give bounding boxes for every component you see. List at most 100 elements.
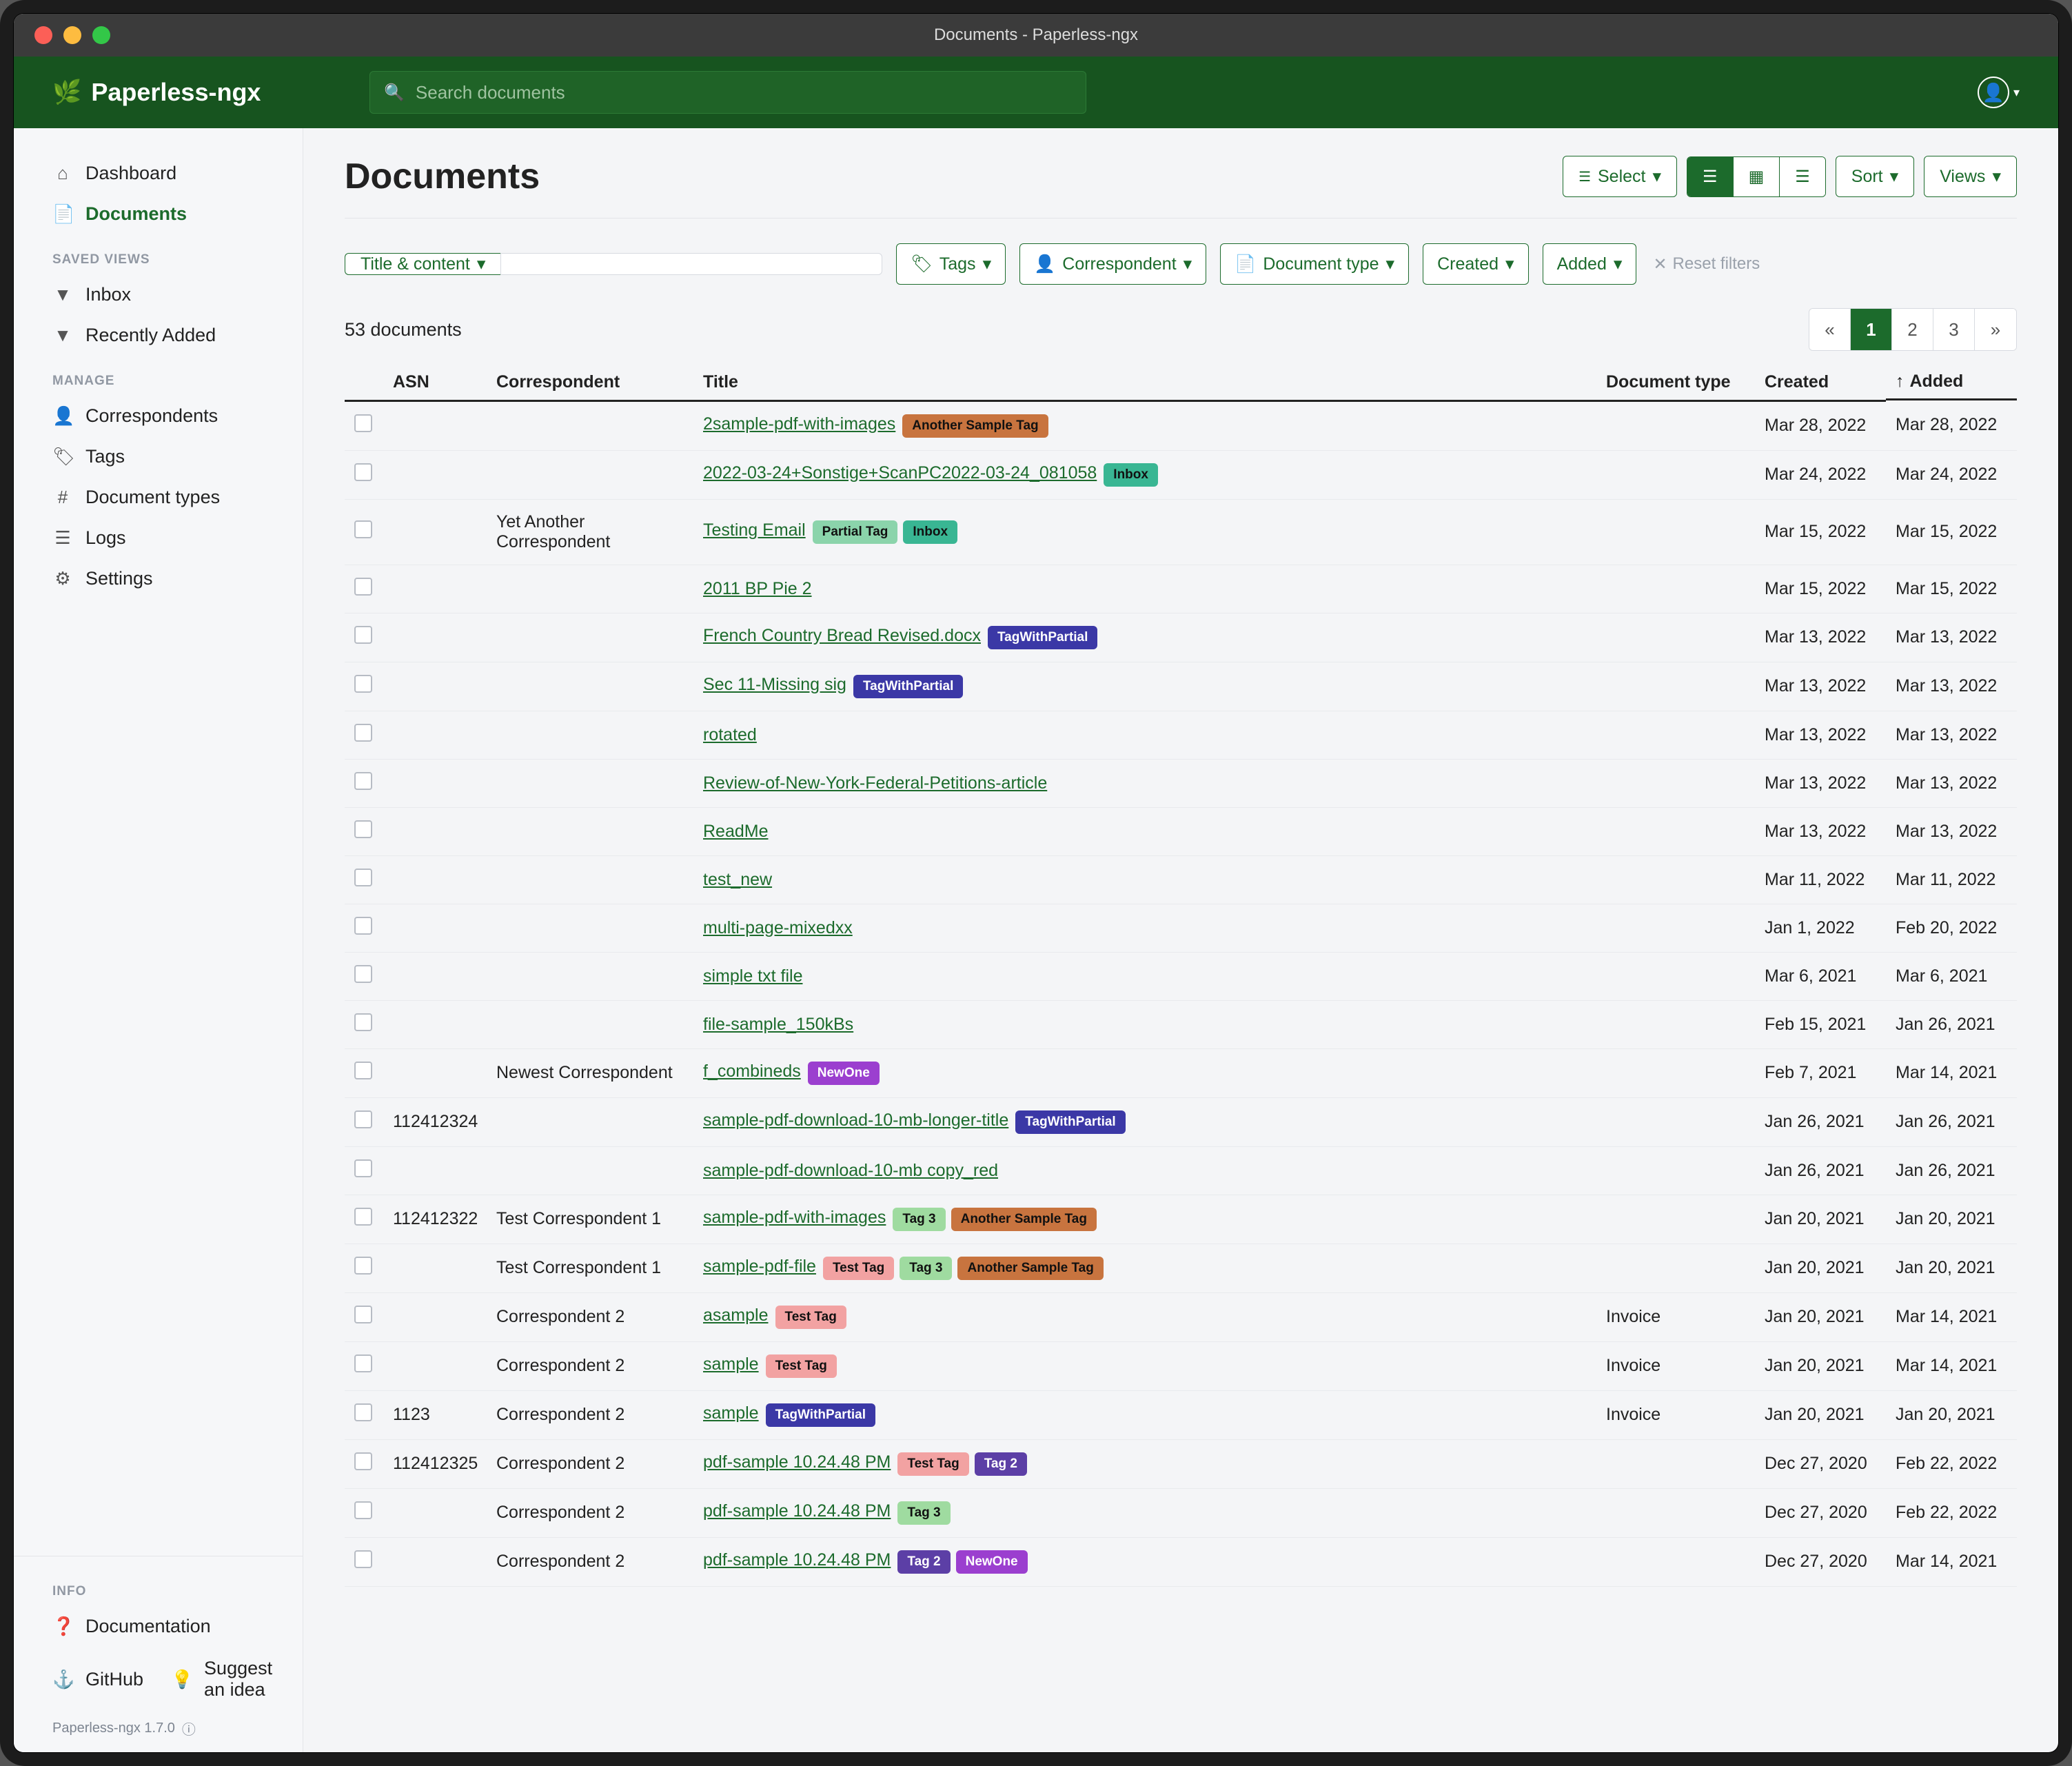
- layout-mode-details[interactable]: ☰: [1780, 157, 1825, 196]
- info-icon[interactable]: ⓘ: [182, 1718, 196, 1738]
- layout-mode-list[interactable]: ☰: [1687, 157, 1734, 196]
- tag-chip[interactable]: Partial Tag: [813, 520, 898, 544]
- document-title-link[interactable]: simple txt file: [703, 966, 802, 986]
- row-checkbox[interactable]: [354, 869, 372, 886]
- table-row[interactable]: sample-pdf-download-10-mb copy_red Jan 26…: [345, 1146, 2017, 1195]
- row-checkbox[interactable]: [354, 1159, 372, 1177]
- tag-chip[interactable]: Test Tag: [897, 1452, 968, 1476]
- pagination-prev[interactable]: «: [1809, 309, 1851, 350]
- document-title-link[interactable]: file-sample_150kBs: [703, 1015, 853, 1034]
- row-checkbox[interactable]: [354, 414, 372, 432]
- tag-chip[interactable]: TagWithPartial: [766, 1403, 875, 1427]
- table-row[interactable]: 2sample-pdf-with-images Another Sample Ta…: [345, 400, 2017, 450]
- document-title-link[interactable]: sample-pdf-download-10-mb copy_red: [703, 1161, 998, 1180]
- sidebar-item-settings[interactable]: ⚙ Settings: [14, 558, 303, 599]
- document-title-link[interactable]: sample-pdf-download-10-mb-longer-title: [703, 1110, 1008, 1130]
- select-button[interactable]: ☰ Select ▾: [1563, 156, 1677, 197]
- table-row[interactable]: Review-of-New-York-Federal-Petitions-art…: [345, 759, 2017, 807]
- row-checkbox[interactable]: [354, 626, 372, 644]
- row-checkbox[interactable]: [354, 1110, 372, 1128]
- sidebar-item-correspondents[interactable]: 👤 Correspondents: [14, 396, 303, 436]
- document-title-link[interactable]: asample: [703, 1306, 769, 1325]
- row-checkbox[interactable]: [354, 520, 372, 538]
- tags-filter-button[interactable]: 🏷 Tags ▾: [896, 243, 1006, 285]
- document-title-link[interactable]: Review-of-New-York-Federal-Petitions-art…: [703, 773, 1047, 793]
- row-checkbox[interactable]: [354, 1257, 372, 1275]
- table-row[interactable]: test_new Mar 11, 2022 Mar 11, 2022: [345, 855, 2017, 904]
- document-type-filter-button[interactable]: 📄 Document type ▾: [1220, 243, 1409, 285]
- table-row[interactable]: Correspondent 2 pdf-sample 10.24.48 PM Tag…: [345, 1537, 2017, 1586]
- row-checkbox[interactable]: [354, 1501, 372, 1519]
- table-row[interactable]: ReadMe Mar 13, 2022 Mar 13, 2022: [345, 807, 2017, 855]
- document-title-link[interactable]: pdf-sample 10.24.48 PM: [703, 1452, 891, 1472]
- document-title-link[interactable]: sample: [703, 1354, 759, 1374]
- close-button[interactable]: [34, 26, 52, 44]
- document-title-link[interactable]: rotated: [703, 725, 757, 744]
- row-checkbox[interactable]: [354, 965, 372, 983]
- tag-chip[interactable]: Inbox: [903, 520, 957, 544]
- tag-chip[interactable]: Test Tag: [823, 1257, 894, 1280]
- sidebar-item-github[interactable]: ⚓ GitHub: [52, 1663, 143, 1696]
- table-row[interactable]: 1123 Correspondent 2 sample TagWithPartial I…: [345, 1390, 2017, 1439]
- correspondent-filter-button[interactable]: 👤 Correspondent ▾: [1019, 243, 1206, 285]
- sidebar-item-tags[interactable]: 🏷 Tags: [14, 436, 303, 477]
- sidebar-item-inbox[interactable]: ▼ Inbox: [14, 274, 303, 315]
- sidebar-item-documents[interactable]: 📄 Documents: [14, 194, 303, 234]
- sidebar-item-logs[interactable]: ☰ Logs: [14, 518, 303, 558]
- sidebar-item-suggest-idea[interactable]: 💡 Suggest an idea: [171, 1652, 272, 1706]
- table-row[interactable]: rotated Mar 13, 2022 Mar 13, 2022: [345, 711, 2017, 759]
- sidebar-item-document-types[interactable]: # Document types: [14, 477, 303, 518]
- created-filter-button[interactable]: Created ▾: [1423, 243, 1529, 285]
- table-row[interactable]: Correspondent 2 pdf-sample 10.24.48 PM Tag…: [345, 1488, 2017, 1537]
- document-title-link[interactable]: pdf-sample 10.24.48 PM: [703, 1501, 891, 1521]
- table-row[interactable]: Sec 11-Missing sig TagWithPartial Mar 13, …: [345, 662, 2017, 711]
- search-input[interactable]: [414, 81, 1072, 104]
- document-title-link[interactable]: 2011 BP Pie 2: [703, 579, 812, 598]
- added-filter-button[interactable]: Added ▾: [1543, 243, 1637, 285]
- table-row[interactable]: 112412322 Test Correspondent 1 sample-pdf-…: [345, 1195, 2017, 1244]
- row-checkbox[interactable]: [354, 1354, 372, 1372]
- row-checkbox[interactable]: [354, 820, 372, 838]
- row-checkbox[interactable]: [354, 1062, 372, 1079]
- table-row[interactable]: Correspondent 2 asample Test Tag Invoice Jan…: [345, 1292, 2017, 1341]
- tag-chip[interactable]: Tag 3: [897, 1501, 950, 1525]
- table-row[interactable]: French Country Bread Revised.docx TagWith…: [345, 613, 2017, 662]
- layout-mode-grid[interactable]: ▦: [1734, 157, 1780, 196]
- document-title-link[interactable]: Testing Email: [703, 520, 806, 540]
- column-header-asn[interactable]: ASN: [383, 365, 487, 400]
- tag-chip[interactable]: TagWithPartial: [1015, 1110, 1125, 1134]
- column-header-added[interactable]: ↑ Added: [1886, 365, 2017, 400]
- tag-chip[interactable]: Another Sample Tag: [951, 1208, 1097, 1231]
- tag-chip[interactable]: Inbox: [1104, 463, 1158, 487]
- row-checkbox[interactable]: [354, 1306, 372, 1323]
- sort-button[interactable]: Sort ▾: [1836, 156, 1914, 197]
- document-title-link[interactable]: f_combineds: [703, 1062, 801, 1081]
- row-checkbox[interactable]: [354, 1452, 372, 1470]
- sidebar-item-documentation[interactable]: ❓ Documentation: [14, 1606, 303, 1647]
- title-content-select-button[interactable]: Title & content ▾: [345, 253, 500, 275]
- tag-chip[interactable]: TagWithPartial: [988, 626, 1097, 649]
- views-button[interactable]: Views ▾: [1924, 156, 2017, 197]
- row-checkbox[interactable]: [354, 1403, 372, 1421]
- pagination-page-1[interactable]: 1: [1851, 309, 1892, 350]
- minimize-button[interactable]: [63, 26, 81, 44]
- document-title-link[interactable]: French Country Bread Revised.docx: [703, 626, 981, 645]
- column-header-created[interactable]: Created: [1755, 365, 1886, 400]
- pagination-page-2[interactable]: 2: [1892, 309, 1933, 350]
- table-row[interactable]: 2022-03-24+Sonstige+ScanPC2022-03-24_081…: [345, 450, 2017, 499]
- table-row[interactable]: Newest Correspondent f_combineds NewOne Feb…: [345, 1048, 2017, 1097]
- row-checkbox[interactable]: [354, 772, 372, 790]
- sidebar-item-dashboard[interactable]: ⌂ Dashboard: [14, 153, 303, 194]
- row-checkbox[interactable]: [354, 1550, 372, 1568]
- tag-chip[interactable]: NewOne: [956, 1550, 1028, 1574]
- row-checkbox[interactable]: [354, 917, 372, 935]
- row-checkbox[interactable]: [354, 724, 372, 742]
- tag-chip[interactable]: Tag 3: [893, 1208, 945, 1231]
- document-title-link[interactable]: 2sample-pdf-with-images: [703, 414, 895, 434]
- table-row[interactable]: Test Correspondent 1 sample-pdf-file Test …: [345, 1244, 2017, 1292]
- tag-chip[interactable]: Test Tag: [775, 1306, 846, 1329]
- row-checkbox[interactable]: [354, 578, 372, 596]
- table-row[interactable]: 112412325 Correspondent 2 pdf-sample 10.24…: [345, 1439, 2017, 1488]
- pagination-page-3[interactable]: 3: [1933, 309, 1975, 350]
- reset-filters-button[interactable]: ✕ Reset filters: [1653, 254, 1760, 274]
